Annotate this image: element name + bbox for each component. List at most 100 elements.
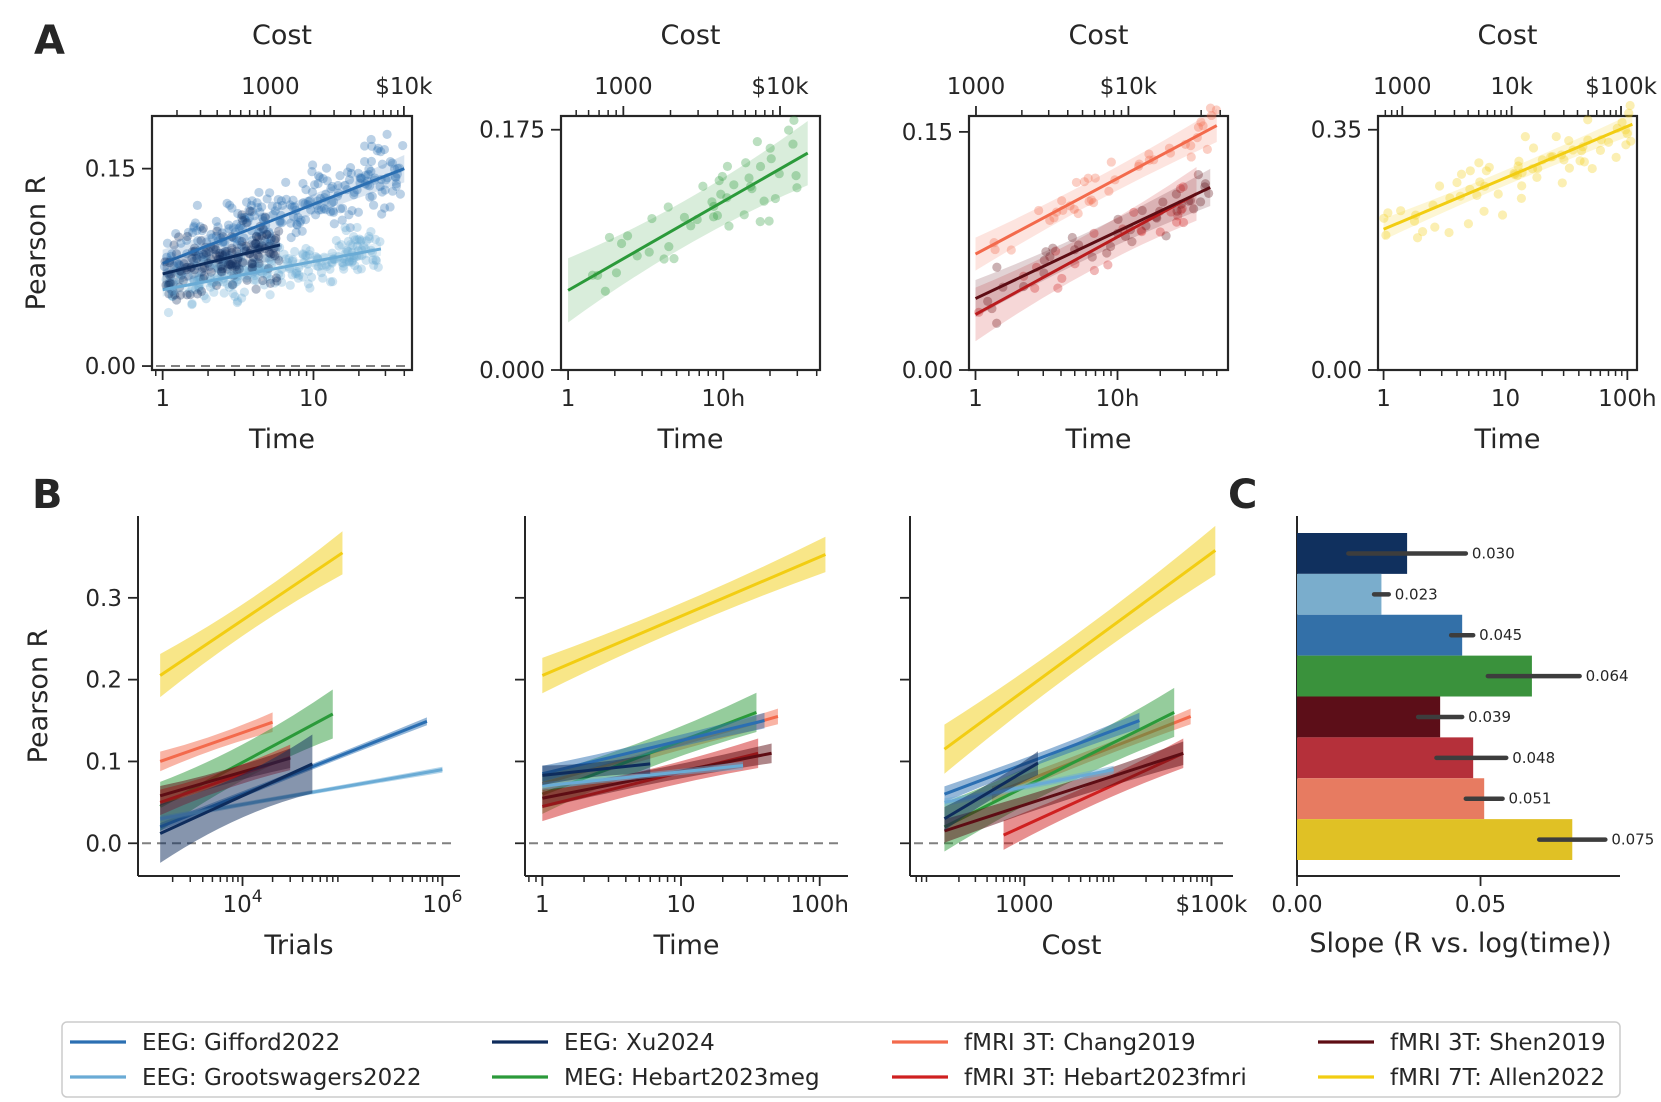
A1-point-Grootswagers2022	[246, 263, 256, 273]
A4-point-Allen2022	[1430, 222, 1440, 232]
A1-point-Grootswagers2022	[336, 240, 347, 250]
A2-point-Hebart2023meg	[644, 247, 654, 257]
A1-point-Xu2024	[232, 260, 242, 270]
A1-point-Grootswagers2022	[287, 270, 297, 280]
A1-point-Xu2024	[258, 224, 268, 234]
A3-point-Hebart2023fmri	[1050, 246, 1061, 256]
A3-point-Chang2019	[1034, 205, 1044, 216]
A2-point-Hebart2023meg	[765, 143, 775, 153]
A3-point-Chang2019	[1071, 177, 1082, 188]
A3-point-Shen2019	[1161, 231, 1171, 241]
A1-point-Grootswagers2022	[266, 259, 276, 270]
C-bar-Allen2022	[1297, 819, 1573, 860]
A3-point-Chang2019	[1073, 208, 1083, 219]
A1-point-Grootswagers2022	[354, 234, 365, 244]
A1-point-Xu2024	[238, 258, 248, 268]
A1-point-Grootswagers2022	[276, 271, 286, 281]
A1-point-Grootswagers2022	[316, 268, 327, 278]
A1-point-Gifford2022	[321, 163, 332, 173]
A3-point-Shen2019	[1039, 255, 1049, 265]
A1-point-Gifford2022	[211, 216, 221, 227]
A1-point-Xu2024	[264, 248, 274, 258]
A3-point-Hebart2023fmri	[1057, 273, 1067, 284]
A1-point-Xu2024	[232, 246, 242, 256]
A2-point-Hebart2023meg	[770, 193, 781, 204]
B1-x-axis-label: Trials	[263, 930, 333, 961]
A4-point-Allen2022	[1383, 208, 1393, 218]
A1-point-Xu2024	[216, 266, 226, 277]
A3-y-tick-label-0: 0.00	[902, 358, 953, 384]
A1-fit-line-Xu2024	[162, 243, 281, 276]
A1-point-Gifford2022	[266, 235, 276, 245]
A1-point-Xu2024	[225, 259, 235, 269]
A4-point-Allen2022	[1417, 227, 1428, 237]
C-bar-Gifford2022	[1297, 614, 1463, 656]
A1-point-Grootswagers2022	[331, 235, 341, 246]
A1-point-Grootswagers2022	[229, 279, 239, 289]
A1-point-Grootswagers2022	[361, 255, 371, 265]
A1-point-Gifford2022	[353, 168, 363, 178]
A1-point-Gifford2022	[377, 187, 387, 197]
A1-point-Grootswagers2022	[281, 254, 291, 264]
A1-point-Grootswagers2022	[342, 245, 352, 255]
C-bar-label-Allen2022: 0.075	[1611, 831, 1654, 849]
A1-point-Grootswagers2022	[292, 266, 302, 277]
A1-point-Gifford2022	[268, 210, 278, 220]
A3-point-Hebart2023fmri	[1103, 260, 1113, 270]
A1-point-Gifford2022	[391, 181, 401, 191]
A1-point-Grootswagers2022	[290, 246, 300, 257]
A4-point-Allen2022	[1517, 181, 1527, 191]
A1-point-Gifford2022	[335, 170, 345, 181]
A3-point-Hebart2023fmri	[1178, 217, 1189, 228]
A3-point-Shen2019	[1113, 214, 1123, 225]
A4-point-Allen2022	[1617, 117, 1627, 128]
A1-point-Gifford2022	[217, 249, 227, 259]
A3-point-Shen2019	[1193, 170, 1203, 180]
A1-point-Xu2024	[265, 278, 276, 288]
A1-point-Grootswagers2022	[341, 225, 351, 236]
B3-line-Xu2024	[943, 761, 1039, 821]
A4-point-Allen2022	[1514, 156, 1524, 166]
A3-point-Chang2019	[1144, 149, 1154, 159]
B3-x-tick-label-1: $100k	[1176, 892, 1249, 918]
A4-point-Allen2022	[1434, 181, 1445, 191]
A1-point-Gifford2022	[197, 267, 207, 277]
A2-top-tick-label-0: 1000	[594, 74, 653, 100]
A1-point-Gifford2022	[345, 223, 355, 233]
A1-point-Grootswagers2022	[350, 235, 360, 245]
A1-point-Xu2024	[238, 216, 248, 226]
A1-point-Gifford2022	[365, 192, 375, 202]
A1-point-Gifford2022	[222, 198, 232, 208]
A1-point-Grootswagers2022	[187, 299, 197, 310]
A1-point-Grootswagers2022	[190, 284, 201, 295]
A1-point-Grootswagers2022	[292, 268, 302, 278]
A4-point-Allen2022	[1575, 156, 1585, 166]
A3-point-Shen2019	[1048, 243, 1058, 253]
A3-point-Hebart2023fmri	[1137, 226, 1147, 237]
A1-frame	[150, 114, 414, 372]
B2-line-Allen2022	[541, 553, 827, 677]
A3-point-Chang2019	[1206, 110, 1217, 121]
A1-point-Gifford2022	[391, 172, 401, 182]
A1-point-Grootswagers2022	[375, 237, 385, 247]
A1-point-Xu2024	[227, 243, 237, 253]
A1-point-Xu2024	[272, 276, 282, 286]
A3-point-Hebart2023fmri	[1175, 183, 1186, 194]
A1-point-Gifford2022	[256, 227, 266, 237]
A1-point-Gifford2022	[260, 236, 270, 246]
A3-point-Shen2019	[1158, 197, 1168, 207]
A2-point-Hebart2023meg	[611, 268, 622, 278]
A1-point-Gifford2022	[191, 251, 201, 261]
A1-point-Gifford2022	[244, 213, 255, 223]
A1-point-Xu2024	[217, 264, 228, 274]
A1-point-Grootswagers2022	[294, 270, 304, 280]
A1-point-Gifford2022	[171, 228, 181, 239]
A4-top-tick-label-2: $100k	[1585, 74, 1658, 100]
A3-point-Chang2019	[1083, 173, 1093, 183]
A1-point-Gifford2022	[318, 173, 328, 184]
A1-point-Gifford2022	[380, 185, 390, 195]
A1-point-Grootswagers2022	[230, 259, 240, 270]
B3-x-tick-label-0: 1000	[995, 892, 1054, 918]
A4-x-tick-label-0: 1	[1376, 386, 1391, 412]
A1-point-Grootswagers2022	[352, 235, 362, 245]
